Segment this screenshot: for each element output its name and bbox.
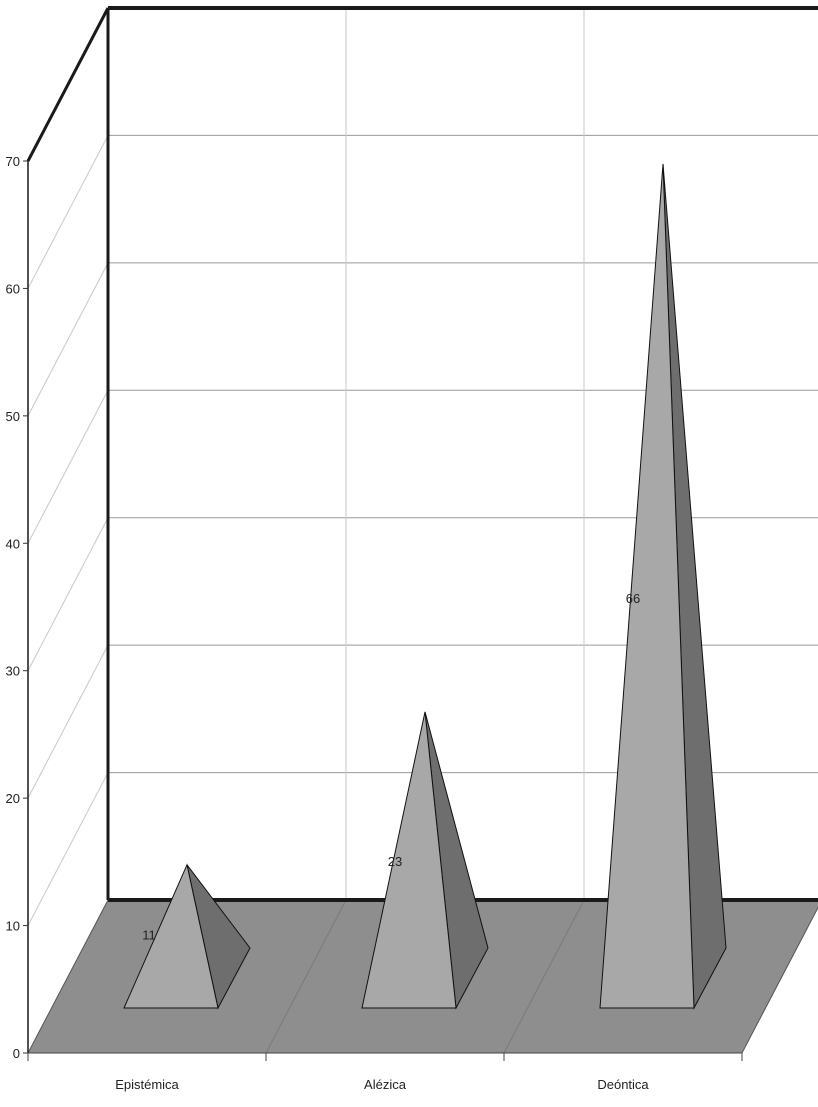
- pyramid-bar: 23: [361, 711, 489, 1010]
- side-wall-gridline: [27, 262, 109, 417]
- x-category-label: Deóntica: [597, 1077, 649, 1092]
- x-category-label: Alézica: [364, 1077, 407, 1092]
- side-top-edge: [26, 7, 110, 162]
- floor-separator: [503, 899, 585, 1054]
- y-tick-label: 60: [6, 281, 20, 296]
- data-label: 66: [626, 591, 640, 606]
- chart-walls: [26, 6, 818, 926]
- data-label: 11: [142, 927, 156, 942]
- x-category-label: Epistémica: [115, 1077, 179, 1092]
- y-tick-label: 50: [6, 409, 20, 424]
- pyramid-bar: 66: [599, 163, 727, 1010]
- side-wall-gridline: [27, 772, 109, 926]
- pyramid-front-face: [599, 163, 695, 1009]
- pyramid-series: 11 23 66: [123, 163, 727, 1010]
- pyramid-front-face: [361, 711, 457, 1009]
- y-tick-label: 20: [6, 791, 20, 806]
- y-axis: 0 10 20 30 40 50 60 70: [6, 154, 29, 1061]
- y-tick-label: 70: [6, 154, 20, 169]
- y-tick-label: 40: [6, 536, 20, 551]
- side-wall-gridline: [27, 390, 109, 544]
- pyramid-bar: 11: [123, 863, 251, 1010]
- x-axis: Epistémica Alézica Deóntica: [27, 1052, 743, 1092]
- pyramid-front-face: [123, 863, 219, 1009]
- y-tick-label: 30: [6, 664, 20, 679]
- side-wall-gridline: [27, 517, 109, 671]
- side-wall-gridline: [27, 135, 109, 289]
- y-tick-label: 10: [6, 919, 20, 934]
- y-tick-label: 0: [13, 1046, 20, 1061]
- data-label: 23: [388, 854, 402, 869]
- floor-separator: [265, 899, 347, 1054]
- side-wall-gridline: [27, 644, 109, 799]
